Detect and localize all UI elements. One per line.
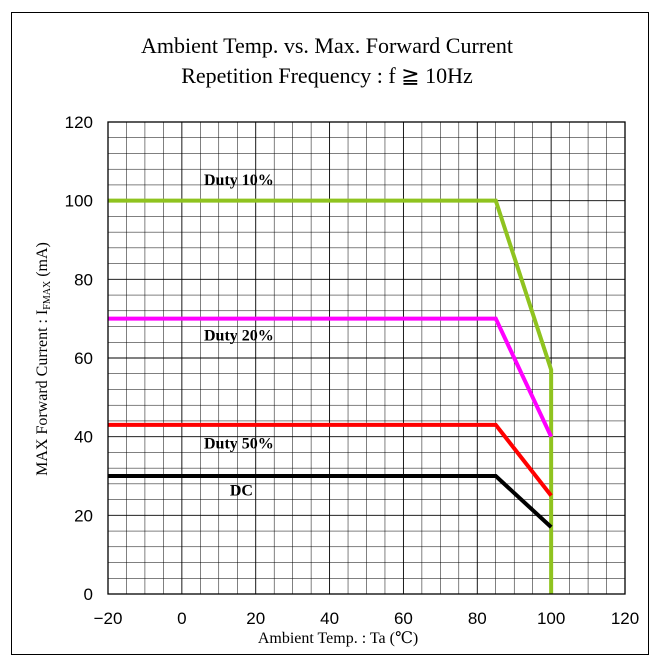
plot-area-border — [107, 121, 626, 595]
series-line — [108, 474, 553, 529]
axes — [107, 121, 626, 595]
y-tick-label: 20 — [74, 506, 93, 525]
series-annotation: DC — [230, 483, 253, 500]
series-line — [108, 422, 553, 497]
x-tick-label: 0 — [177, 609, 186, 628]
y-tick-label: 60 — [74, 349, 93, 368]
x-tick-label: 120 — [611, 609, 639, 628]
text-layer: Ambient Temp. vs. Max. Forward Current R… — [34, 33, 639, 647]
y-axis-label: MAX Forward Current : IFMAX (mA) — [34, 242, 53, 476]
series-annotation: Duty 20% — [204, 327, 274, 344]
y-tick-label: 120 — [65, 113, 93, 132]
chart-title: Ambient Temp. vs. Max. Forward Current — [141, 33, 513, 58]
y-tick-label: 100 — [65, 192, 93, 211]
y-axis-label-main: MAX Forward Current : I — [34, 310, 51, 476]
y-tick-label: 80 — [74, 270, 93, 289]
x-tick-label: 60 — [394, 609, 413, 628]
x-tick-label: 20 — [246, 609, 265, 628]
series-line — [108, 198, 554, 594]
series-annotation: Duty 10% — [204, 172, 274, 189]
y-axis-label-subscript: FMAX — [42, 280, 53, 310]
x-tick-label: 100 — [537, 609, 565, 628]
y-axis-label-unit: (mA) — [34, 242, 51, 281]
y-tick-label: 40 — [74, 428, 93, 447]
series-layer — [108, 198, 554, 594]
series-annotation: Duty 50% — [204, 435, 274, 452]
x-axis-label: Ambient Temp. : Ta (℃) — [258, 630, 418, 647]
x-tick-label: −20 — [94, 609, 123, 628]
x-tick-label: 40 — [320, 609, 339, 628]
series-line — [108, 316, 553, 438]
chart-subtitle: Repetition Frequency : f ≧ 10Hz — [181, 63, 473, 88]
y-tick-label: 0 — [84, 585, 93, 604]
x-tick-label: 80 — [468, 609, 487, 628]
